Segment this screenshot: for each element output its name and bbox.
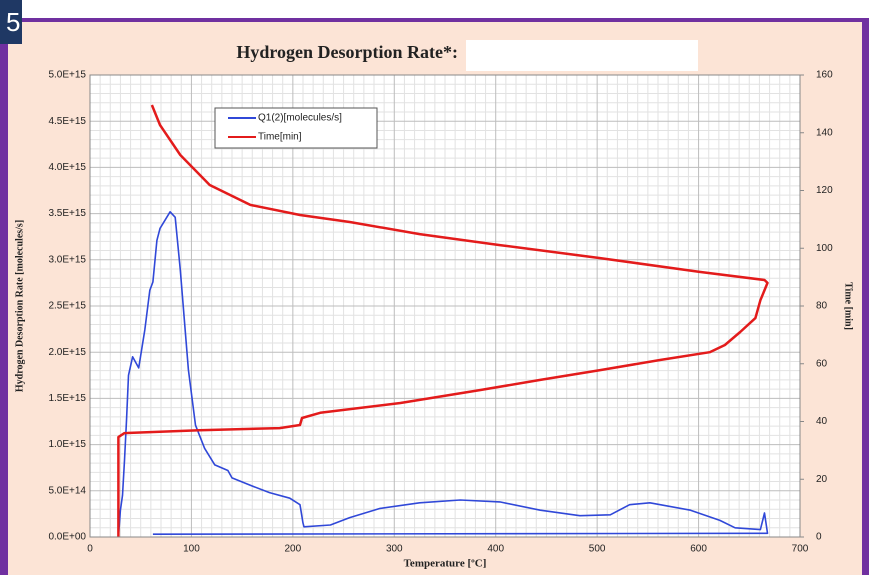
x-tick-label: 400 [487, 544, 504, 555]
y2-tick-label: 40 [816, 416, 828, 427]
x-axis-label: Temperature [ºC] [404, 558, 487, 570]
y-tick-label: 0.0E+00 [48, 532, 86, 543]
y2-tick-label: 140 [816, 127, 833, 138]
x-tick-label: 200 [285, 544, 302, 555]
chart-title: Hydrogen Desorption Rate*: [236, 42, 458, 62]
y-tick-label: 4.5E+15 [48, 116, 86, 127]
series-line [117, 211, 769, 538]
x-tick-label: 600 [690, 544, 707, 555]
title-input-box [466, 40, 698, 71]
y2-axis-label: Time [min] [843, 282, 854, 330]
y-tick-label: 1.5E+15 [48, 393, 86, 404]
y-tick-label: 4.0E+15 [48, 162, 86, 173]
y-tick-label: 1.0E+15 [48, 439, 86, 450]
y-tick-label: 5.0E+15 [48, 70, 86, 81]
frame-right [862, 18, 869, 575]
marks [117, 104, 769, 538]
y2-tick-label: 120 [816, 185, 833, 196]
series-line [117, 104, 769, 537]
y-tick-label: 3.0E+15 [48, 254, 86, 265]
frame-top [0, 18, 869, 22]
x-tick-label: 100 [183, 544, 200, 555]
y2-tick-label: 20 [816, 474, 828, 485]
frame-left [0, 18, 8, 575]
y2-tick-label: 0 [816, 532, 822, 543]
y2-tick-label: 60 [816, 358, 828, 369]
y2-tick-label: 100 [816, 243, 833, 254]
y-tick-label: 3.5E+15 [48, 208, 86, 219]
x-tick-label: 500 [589, 544, 606, 555]
legend-label: Q1(2)[molecules/s] [258, 113, 342, 124]
slide-number-box [0, 0, 22, 44]
y-tick-label: 5.0E+14 [48, 485, 86, 496]
legend-label: Time[min] [258, 132, 302, 143]
y2-tick-label: 80 [816, 301, 828, 312]
y-tick-label: 2.5E+15 [48, 301, 86, 312]
x-tick-label: 700 [792, 544, 809, 555]
x-tick-label: 0 [87, 544, 93, 555]
slide-number: 5 [6, 7, 20, 37]
legend-box [214, 107, 378, 149]
y2-tick-label: 160 [816, 70, 833, 81]
x-tick-label: 300 [386, 544, 403, 555]
y-tick-label: 2.0E+15 [48, 347, 86, 358]
legend: Q1(2)[molecules/s] Time[min] [214, 107, 378, 149]
y-axis-label: Hydrogen Desorption Rate [molecules/s] [14, 220, 25, 392]
